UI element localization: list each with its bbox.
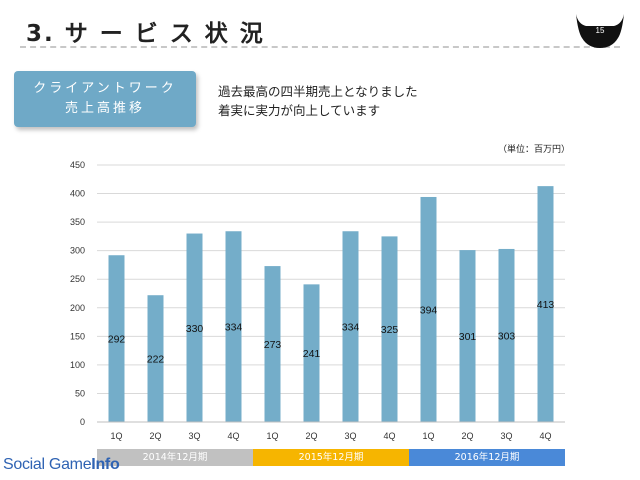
bar xyxy=(303,284,320,422)
y-tick-label: 350 xyxy=(70,217,85,227)
bar-value-label: 301 xyxy=(459,331,477,343)
x-tick-label: 1Q xyxy=(110,431,122,441)
bar xyxy=(459,250,476,422)
y-tick-label: 450 xyxy=(70,160,85,170)
y-tick-label: 200 xyxy=(70,303,85,313)
y-tick-label: 400 xyxy=(70,189,85,199)
x-tick-label: 4Q xyxy=(227,431,239,441)
bar xyxy=(264,266,281,422)
y-tick-label: 250 xyxy=(70,274,85,284)
period-2015: 2015年12月期 xyxy=(253,449,409,466)
x-tick-label: 1Q xyxy=(266,431,278,441)
y-tick-label: 150 xyxy=(70,331,85,341)
brand-logo: Social GameInfo xyxy=(3,456,120,474)
headline-line2: 着実に実力が向上しています xyxy=(218,103,381,118)
bar xyxy=(537,186,554,422)
x-tick-label: 1Q xyxy=(422,431,434,441)
headline: 過去最高の四半期売上となりました 着実に実力が向上しています xyxy=(218,82,418,120)
y-tick-label: 0 xyxy=(80,417,85,427)
bar-value-label: 303 xyxy=(498,330,516,342)
x-tick-label: 3Q xyxy=(188,431,200,441)
x-tick-label: 4Q xyxy=(539,431,551,441)
bar-value-label: 413 xyxy=(537,299,555,311)
page-number: 15 xyxy=(595,26,605,35)
page-badge-icon xyxy=(576,14,624,48)
y-tick-label: 100 xyxy=(70,360,85,370)
brand-text-social-game: Social Game xyxy=(3,456,92,473)
bar xyxy=(342,231,359,422)
bar-value-label: 241 xyxy=(303,348,321,360)
bar-value-label: 222 xyxy=(147,354,165,366)
bar xyxy=(381,236,398,422)
bar-value-label: 330 xyxy=(186,323,204,335)
x-tick-label: 2Q xyxy=(461,431,473,441)
x-tick-label: 2Q xyxy=(149,431,161,441)
period-2016: 2016年12月期 xyxy=(409,449,565,466)
page-title: 3. サ ー ビ ス 状 況 xyxy=(26,21,265,47)
x-tick-label: 3Q xyxy=(500,431,512,441)
section-label-box: クライアントワーク 売上高推移 xyxy=(14,71,196,127)
headline-line1: 過去最高の四半期売上となりました xyxy=(218,84,418,99)
y-tick-label: 50 xyxy=(75,388,85,398)
bar-value-label: 394 xyxy=(420,304,438,316)
bar xyxy=(147,295,164,422)
bar-value-label: 273 xyxy=(264,339,282,351)
bar xyxy=(108,255,125,422)
bar-value-label: 325 xyxy=(381,324,399,336)
x-tick-label: 2Q xyxy=(305,431,317,441)
bar-value-label: 292 xyxy=(108,334,126,346)
bar xyxy=(498,248,515,422)
brand-text-info: Info xyxy=(91,456,120,473)
section-label-line2: 売上高推移 xyxy=(64,101,145,116)
x-tick-label: 3Q xyxy=(344,431,356,441)
y-tick-label: 300 xyxy=(70,246,85,256)
fiscal-period-bar: 2014年12月期 2015年12月期 2016年12月期 xyxy=(97,449,565,466)
title-divider xyxy=(20,46,620,48)
section-label-line1: クライアントワーク xyxy=(33,81,177,96)
bar xyxy=(420,196,437,422)
bar xyxy=(225,231,242,422)
x-tick-label: 4Q xyxy=(383,431,395,441)
bar xyxy=(186,233,203,422)
bar-value-label: 334 xyxy=(225,322,243,334)
unit-note: （単位：百万円） xyxy=(497,145,570,155)
bar-value-label: 334 xyxy=(342,322,360,334)
period-2014: 2014年12月期 xyxy=(97,449,253,466)
